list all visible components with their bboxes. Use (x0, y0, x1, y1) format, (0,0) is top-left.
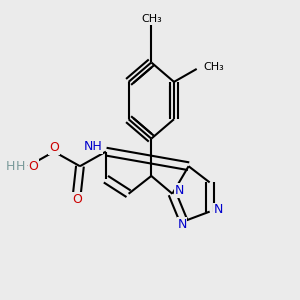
Text: NH: NH (84, 140, 103, 153)
Text: N: N (175, 184, 184, 197)
Text: N: N (214, 203, 223, 217)
Text: O: O (29, 160, 39, 173)
Text: CH₃: CH₃ (141, 14, 162, 24)
Text: CH₃: CH₃ (203, 62, 224, 72)
Text: H: H (16, 160, 26, 173)
Text: HO: HO (6, 160, 26, 173)
Text: O: O (72, 193, 82, 206)
Text: N: N (177, 218, 187, 231)
Text: O: O (49, 141, 59, 154)
